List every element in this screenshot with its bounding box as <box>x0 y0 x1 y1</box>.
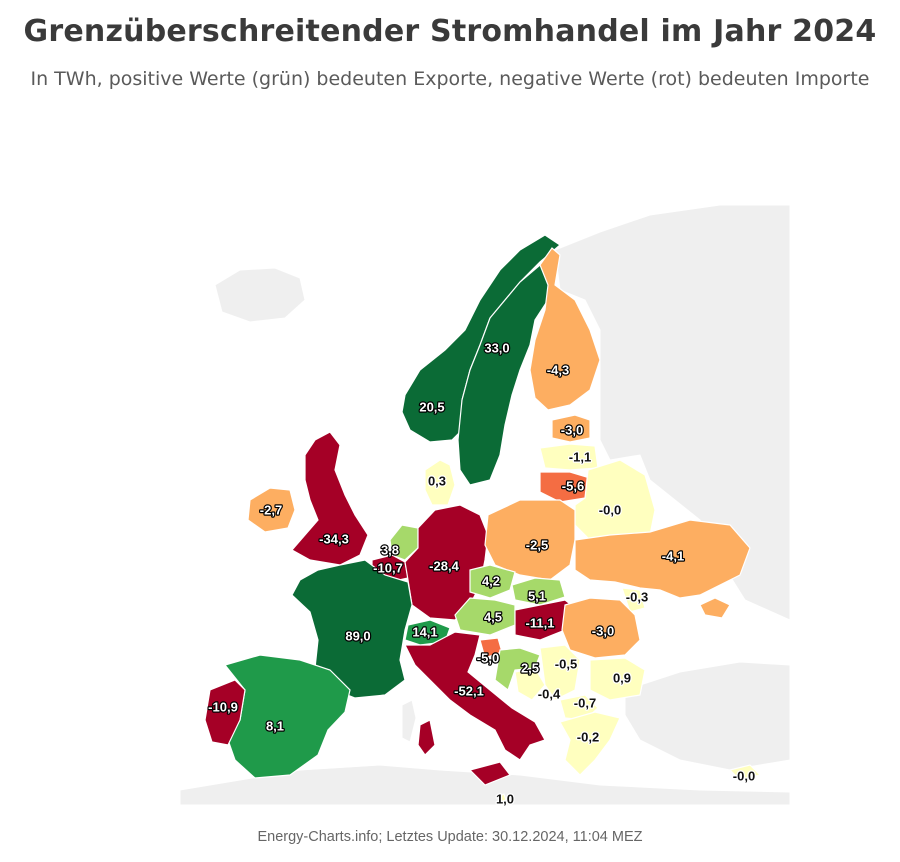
label-bulgaria: 0,9 <box>613 670 631 685</box>
label-spain: 8,1 <box>266 718 284 733</box>
source-credit: Energy-Charts.info; Letztes Update: 30.1… <box>257 829 643 845</box>
portugal-region[interactable] <box>204 679 246 746</box>
moldova-region[interactable] <box>621 587 646 613</box>
label-ireland: -2,7 <box>260 502 282 517</box>
label-austria: 4,5 <box>484 609 502 624</box>
finland-region[interactable] <box>529 247 601 411</box>
label-norway: 20,5 <box>419 399 444 414</box>
label-estonia: -3,0 <box>561 422 583 437</box>
turkey-shape <box>624 661 790 771</box>
bosnia-region[interactable] <box>514 667 546 701</box>
label-greece: -0,2 <box>577 729 599 744</box>
label-slovakia: 5,1 <box>528 588 546 603</box>
czechia-region[interactable] <box>469 564 516 599</box>
label-netherlands: 3,8 <box>381 542 399 557</box>
label-romania: -3,0 <box>592 623 614 638</box>
bulgaria-region[interactable] <box>589 657 646 701</box>
label-malta: 1,0 <box>496 791 514 806</box>
label-ukraine: -4,1 <box>662 548 684 563</box>
label-hungary: -11,1 <box>526 615 555 630</box>
italy-region[interactable] <box>404 631 546 761</box>
chart-title: Grenzüberschreitender Stromhandel im Jah… <box>23 14 877 49</box>
belarus-region[interactable] <box>574 459 656 541</box>
label-latvia: -1,1 <box>569 449 591 464</box>
label-serbia: -0,5 <box>555 656 577 671</box>
label-poland: -2,5 <box>526 537 548 552</box>
label-denmark: 0,3 <box>428 473 446 488</box>
label-moldova: -0,3 <box>626 589 648 604</box>
label-north-macedonia: -0,7 <box>574 695 596 710</box>
label-switzerland: 14,1 <box>412 624 437 639</box>
uk-region[interactable] <box>291 431 369 566</box>
cyprus-region[interactable] <box>728 764 762 781</box>
greece-region[interactable] <box>559 711 621 776</box>
chart-subtitle: In TWh, positive Werte (grün) bedeuten E… <box>30 68 870 90</box>
label-croatia: 2,5 <box>521 660 539 675</box>
label-italy: -52,1 <box>454 683 484 698</box>
croatia-region[interactable] <box>494 647 541 691</box>
sweden-region[interactable] <box>457 264 553 486</box>
slovakia-region[interactable] <box>511 577 566 606</box>
label-portugal: -10,9 <box>208 699 238 714</box>
label-lithuania: -5,6 <box>562 478 584 493</box>
russia-shape <box>554 204 790 621</box>
value-labels: 20,5 33,0 -4,3 -3,0 -1,1 -5,6 -0,0 0,3 -… <box>207 339 756 807</box>
label-germany: -28,4 <box>429 558 459 573</box>
ireland-region[interactable] <box>247 487 296 533</box>
label-slovenia: -5,0 <box>477 650 499 665</box>
denmark-region[interactable] <box>424 459 456 506</box>
romania-region[interactable] <box>561 597 641 659</box>
label-finland: -4,3 <box>547 362 569 377</box>
label-uk: -34,3 <box>319 531 349 546</box>
label-czechia: 4,2 <box>482 573 500 588</box>
poland-region[interactable] <box>484 499 576 581</box>
label-sweden: 33,0 <box>484 340 509 355</box>
corsica-sardinia-shape <box>401 699 417 743</box>
label-france: 89,0 <box>345 628 370 643</box>
ukraine-region[interactable] <box>574 519 751 599</box>
iceland-shape <box>214 267 306 323</box>
sicily-region[interactable] <box>468 761 511 786</box>
label-cyprus: -0,0 <box>733 768 755 783</box>
label-belarus: -0,0 <box>599 502 621 517</box>
label-bosnia: -0,4 <box>538 686 561 701</box>
france-region[interactable] <box>291 559 413 699</box>
sardinia-region[interactable] <box>417 719 436 756</box>
estonia-region[interactable] <box>551 414 591 443</box>
malta-region[interactable] <box>497 793 507 803</box>
ukraine-crimea-region[interactable] <box>699 597 731 619</box>
spain-region[interactable] <box>223 654 351 779</box>
serbia-region[interactable] <box>539 644 581 701</box>
label-belgium: -10,7 <box>373 560 403 575</box>
